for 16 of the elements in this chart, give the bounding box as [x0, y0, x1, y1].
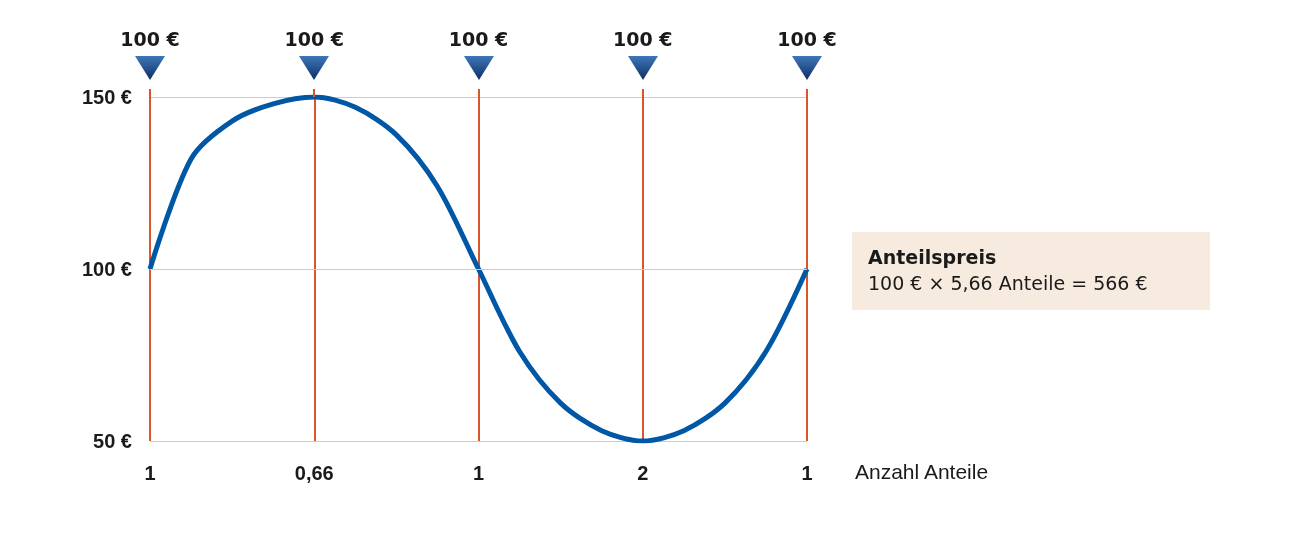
- text: Anteilspreis: [868, 245, 998, 270]
- text: 100 €: [613, 28, 673, 50]
- y-tick-label: 100 €: [81, 258, 132, 280]
- x-tick-label: 1: [144, 462, 156, 484]
- y-tick-label: 50 €: [93, 430, 132, 452]
- x-axis-title: Anzahl Anteile: [855, 460, 989, 483]
- text: 100 €: [120, 28, 180, 50]
- x-tick-label: 1: [472, 462, 485, 484]
- x-tick-label: 1: [801, 462, 813, 484]
- text: 100 € × 5,66 Anteile = 566 €: [868, 271, 1149, 296]
- y-tick-label: 150 €: [81, 86, 132, 108]
- text: 100 €: [777, 28, 837, 50]
- x-tick-label: 2: [637, 462, 649, 484]
- x-tick-label: 0,66: [294, 462, 334, 484]
- text: 100 €: [448, 28, 509, 50]
- text: 100 €: [284, 28, 344, 50]
